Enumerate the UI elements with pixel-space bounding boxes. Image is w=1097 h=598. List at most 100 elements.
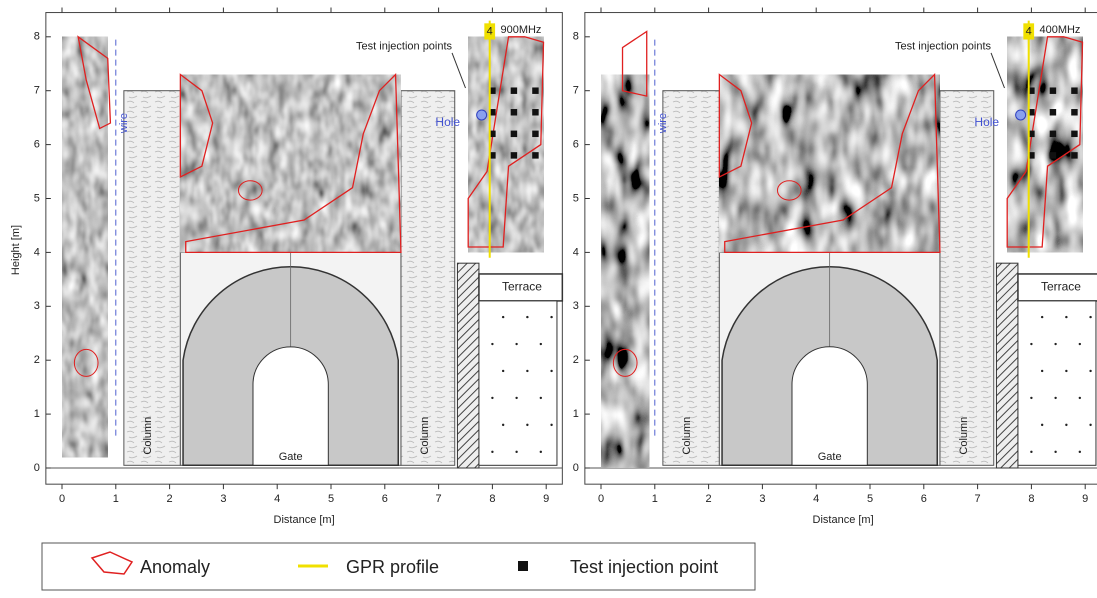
survey-dot (515, 343, 517, 345)
gpr-image (180, 75, 401, 253)
x-tick-label: 4 (813, 493, 819, 505)
column-label: Column (958, 417, 970, 455)
survey-dot (526, 370, 528, 372)
survey-dot (1030, 451, 1032, 453)
gpr-image (468, 37, 543, 253)
survey-dot (1089, 370, 1091, 372)
legend-point-icon (518, 561, 528, 571)
gpr-strip (62, 37, 108, 457)
survey-dot (540, 451, 542, 453)
survey-dot (1089, 424, 1091, 426)
gpr-image (719, 75, 940, 253)
x-tick-label: 8 (489, 493, 495, 505)
x-tick-label: 2 (167, 493, 173, 505)
injection-point (532, 131, 538, 137)
y-tick-label: 4 (573, 246, 579, 258)
x-tick-label: 0 (59, 493, 65, 505)
hatched-pier (457, 263, 479, 468)
column-label: Column (419, 417, 431, 455)
x-tick-label: 9 (543, 493, 549, 505)
legend-label: GPR profile (346, 557, 439, 577)
survey-dot (540, 343, 542, 345)
injection-point (532, 109, 538, 115)
survey-dot (1065, 316, 1067, 318)
survey-dot (1079, 343, 1081, 345)
gpr-strip (601, 75, 649, 468)
y-tick-label: 8 (573, 31, 579, 43)
survey-dot (491, 397, 493, 399)
hole-label: Hole (974, 115, 999, 129)
legend: Anomaly GPR profile Test injection point (42, 543, 755, 590)
injection-point (1050, 87, 1056, 93)
survey-dot (1079, 397, 1081, 399)
survey-dot (1079, 451, 1081, 453)
x-tick-label: 6 (921, 493, 927, 505)
injection-point (511, 87, 517, 93)
survey-dot (550, 316, 552, 318)
survey-dot (1041, 370, 1043, 372)
survey-dot (1030, 343, 1032, 345)
survey-dot (540, 397, 542, 399)
profile-label: 4 (487, 25, 493, 37)
terrace-wall (479, 301, 557, 465)
y-tick-label: 5 (34, 192, 40, 204)
y-tick-label: 6 (573, 139, 579, 151)
y-tick-label: 1 (573, 408, 579, 420)
injection-point (1050, 109, 1056, 115)
y-axis-title: Height [m] (10, 225, 22, 275)
y-tick-label: 7 (573, 85, 579, 97)
survey-dot (515, 451, 517, 453)
y-tick-label: 3 (34, 300, 40, 312)
x-tick-label: 8 (1028, 493, 1034, 505)
legend-label: Anomaly (140, 557, 210, 577)
gate-label: Gate (279, 451, 303, 463)
hole (1016, 110, 1026, 120)
panel: 4400MHzTest injection pointsHolewireColu… (573, 8, 1097, 526)
y-tick-label: 1 (34, 408, 40, 420)
survey-dot (491, 343, 493, 345)
column-label: Column (142, 417, 154, 455)
column (401, 91, 455, 466)
injection-point (1071, 131, 1077, 137)
injection-point (1050, 131, 1056, 137)
terrace-label: Terrace (1041, 280, 1081, 294)
injection-point (1050, 152, 1056, 158)
x-tick-label: 1 (652, 493, 658, 505)
survey-dot (1054, 343, 1056, 345)
x-tick-label: 2 (706, 493, 712, 505)
hole (477, 110, 487, 120)
figure: 4900MHzTest injection pointsHolewireColu… (0, 0, 1097, 593)
x-tick-label: 6 (382, 493, 388, 505)
survey-dot (1089, 316, 1091, 318)
injection-point (1071, 87, 1077, 93)
survey-dot (502, 316, 504, 318)
x-tick-label: 1 (113, 493, 119, 505)
frequency-label: 400MHz (1039, 24, 1080, 36)
x-tick-label: 5 (328, 493, 334, 505)
frequency-label: 900MHz (500, 24, 541, 36)
survey-dot (1030, 397, 1032, 399)
hatched-pier (996, 263, 1018, 468)
y-tick-label: 5 (573, 192, 579, 204)
survey-dot (550, 370, 552, 372)
x-tick-label: 3 (220, 493, 226, 505)
x-tick-label: 0 (598, 493, 604, 505)
wire-label: wire (657, 113, 669, 134)
terrace-wall (1018, 301, 1096, 465)
column (940, 91, 994, 466)
x-tick-label: 4 (274, 493, 280, 505)
survey-dot (502, 424, 504, 426)
column (663, 91, 719, 466)
y-tick-label: 4 (34, 246, 40, 258)
survey-dot (1041, 424, 1043, 426)
y-tick-label: 2 (34, 354, 40, 366)
x-tick-label: 7 (975, 493, 981, 505)
y-tick-label: 3 (573, 300, 579, 312)
injection-point (532, 87, 538, 93)
survey-dot (491, 451, 493, 453)
gate-label: Gate (818, 451, 842, 463)
x-axis-title: Distance [m] (813, 514, 874, 526)
injection-point (511, 131, 517, 137)
x-tick-label: 3 (759, 493, 765, 505)
